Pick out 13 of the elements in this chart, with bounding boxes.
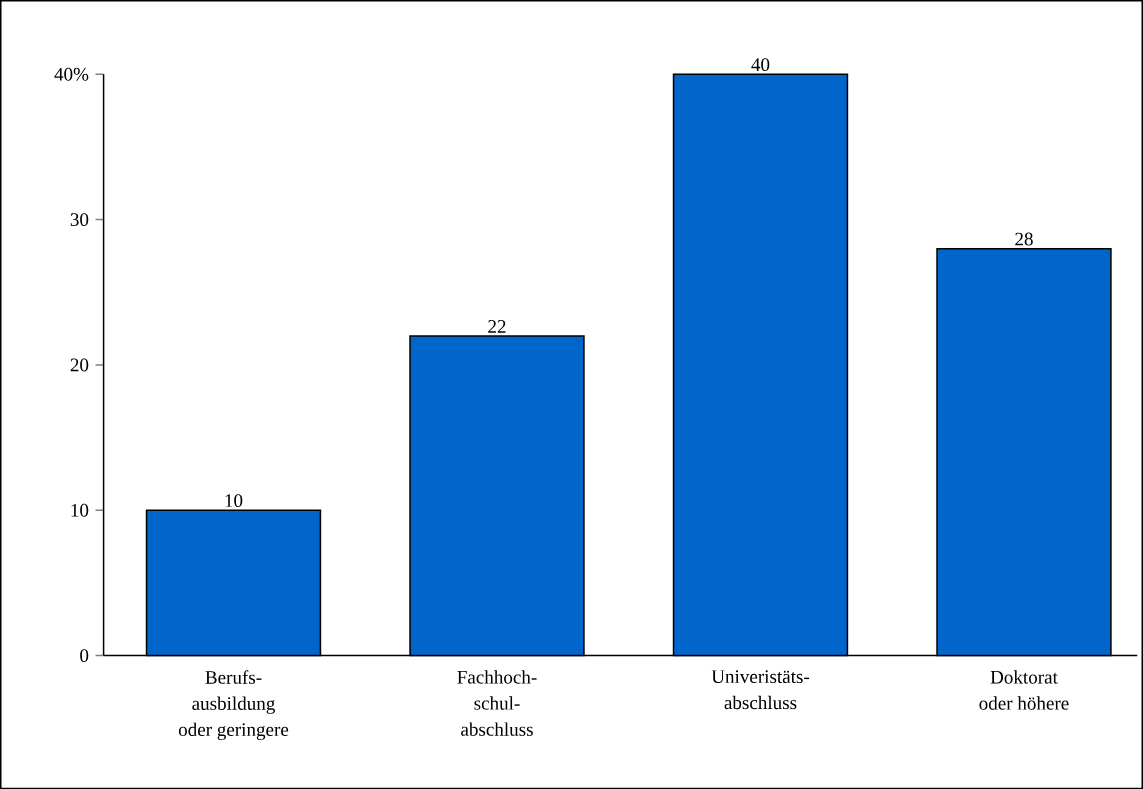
- data-label: 22: [488, 319, 506, 333]
- x-tick-label: Doktorat oder höhere: [979, 670, 1069, 710]
- y-tick-label: 10: [71, 503, 89, 517]
- x-tick-label: Berufs- ausbildung oder geringere: [178, 670, 289, 740]
- x-tick-label: Univeristäts- abschluss: [711, 670, 810, 709]
- y-tick-label: 0: [80, 649, 89, 662]
- y-tick-label: 30: [70, 213, 89, 226]
- data-label: 28: [1015, 232, 1033, 246]
- y-tick-label: 40%: [54, 67, 89, 81]
- data-label: 10: [225, 494, 243, 507]
- y-tick-label: 20: [70, 358, 89, 372]
- data-label: 40: [751, 58, 770, 71]
- x-tick-label: Fachhoch- schul- abschluss: [457, 670, 537, 736]
